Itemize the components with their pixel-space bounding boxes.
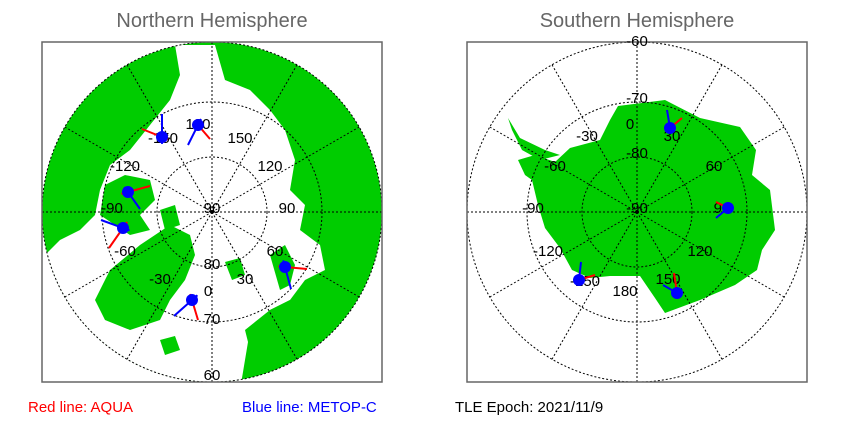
satellite-position-marker bbox=[279, 261, 291, 273]
grid-label: 150 bbox=[227, 130, 252, 147]
grid-label: -60 bbox=[114, 243, 136, 260]
grid-label: 60 bbox=[204, 367, 221, 384]
satellite-position-marker bbox=[192, 119, 204, 131]
meridian-line bbox=[64, 126, 213, 213]
satellite-position-marker bbox=[117, 222, 129, 234]
grid-label: -80 bbox=[626, 145, 648, 162]
grid-label: -60 bbox=[626, 33, 648, 50]
meridian-line bbox=[211, 211, 298, 360]
satellite-position-marker bbox=[664, 122, 676, 134]
south-frame bbox=[466, 41, 808, 383]
satellite-position-marker bbox=[671, 287, 683, 299]
meridian-line bbox=[64, 211, 213, 298]
grid-label: 30 bbox=[237, 271, 254, 288]
legend-metop: Blue line: METOP-C bbox=[242, 399, 377, 416]
antarctic-peninsula bbox=[508, 118, 560, 160]
island bbox=[160, 205, 180, 230]
legend-epoch: TLE Epoch: 2021/11/9 bbox=[455, 399, 604, 416]
grid-label: 70 bbox=[204, 311, 221, 328]
grid-label: -90 bbox=[522, 200, 544, 217]
meridian-line bbox=[126, 211, 213, 360]
meridian-line bbox=[211, 211, 360, 298]
meridian-line bbox=[636, 211, 723, 360]
grid-label: 90 bbox=[204, 200, 221, 217]
arctic-islands bbox=[100, 175, 155, 235]
meridian-line bbox=[489, 211, 638, 298]
meridian-line bbox=[551, 211, 638, 360]
grid-label: -120 bbox=[533, 243, 563, 260]
satellite-position-marker bbox=[722, 202, 734, 214]
grid-label: -120 bbox=[110, 158, 140, 175]
satellite-position-marker bbox=[122, 186, 134, 198]
grid-label: -30 bbox=[149, 271, 171, 288]
meridian-line bbox=[636, 64, 723, 213]
satellite-position-marker bbox=[156, 131, 168, 143]
grid-label: -90 bbox=[626, 200, 648, 217]
grid-label: 60 bbox=[267, 243, 284, 260]
north-title: Northern Hemisphere bbox=[116, 10, 308, 32]
grid-label: 0 bbox=[204, 283, 212, 300]
grid-label: 0 bbox=[626, 116, 634, 133]
meridian-line bbox=[636, 211, 785, 298]
grid-label: 120 bbox=[687, 243, 712, 260]
south-title: Southern Hemisphere bbox=[539, 10, 735, 32]
north-map bbox=[41, 41, 383, 383]
grid-label: 60 bbox=[706, 158, 723, 175]
satellite-position-marker bbox=[573, 274, 585, 286]
meridian-line bbox=[211, 64, 298, 213]
meridian-line bbox=[211, 126, 360, 213]
grid-label: 180 bbox=[612, 283, 637, 300]
meridian-line bbox=[636, 126, 785, 213]
latitude-circle bbox=[156, 156, 268, 268]
grid-label: 90 bbox=[279, 200, 296, 217]
iceland bbox=[160, 336, 180, 355]
satellite-position-marker bbox=[186, 294, 198, 306]
meridian-line bbox=[126, 64, 213, 213]
meridian-line bbox=[551, 64, 638, 213]
grid-label: -60 bbox=[544, 158, 566, 175]
south-grid bbox=[467, 42, 807, 382]
south-map bbox=[466, 41, 808, 383]
grid-label: -70 bbox=[626, 90, 648, 107]
grid-label: -30 bbox=[576, 128, 598, 145]
latitude-circle bbox=[581, 156, 693, 268]
legend-aqua: Red line: AQUA bbox=[28, 399, 134, 416]
meridian-line bbox=[489, 126, 638, 213]
north-frame bbox=[41, 41, 383, 383]
grid-label: -90 bbox=[101, 200, 123, 217]
greenland bbox=[95, 225, 195, 330]
antarctica bbox=[518, 100, 775, 313]
grid-label: 80 bbox=[204, 256, 221, 273]
grid-label: 120 bbox=[257, 158, 282, 175]
svalbard bbox=[225, 258, 245, 280]
north-grid bbox=[42, 42, 382, 382]
